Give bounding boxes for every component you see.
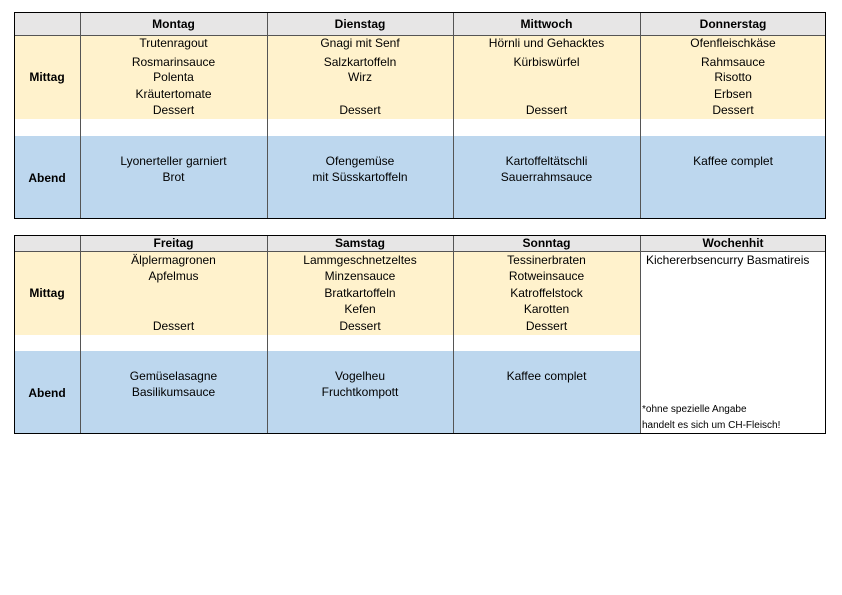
lunch-item: Hörnli und Gehacktes (488, 36, 605, 50)
day-header: Sonntag (522, 236, 571, 250)
day-header: Dienstag (334, 16, 386, 31)
header-line (14, 34, 826, 36)
lunch-item: Lammgeschnetzeltes (303, 253, 417, 267)
lunch-item: Trutenragout (139, 36, 208, 50)
lunch-row (14, 251, 640, 335)
dinner-item: Basilikumsauce (131, 385, 216, 399)
lunch-item: Rotweinsauce (508, 269, 585, 283)
lunch-item: Kürbiswürfel (513, 55, 580, 69)
row-label: Abend (28, 385, 66, 400)
wochenhit-item: Kichererbsencurry Basmatireis (646, 253, 810, 267)
lunch-row (640, 35, 826, 119)
wochenhit-header: Wochenhit (702, 236, 764, 250)
column-line (79, 12, 81, 219)
column-line (639, 12, 641, 219)
dinner-item: Gemüselasagne (129, 369, 218, 383)
lunch-item: Kefen (344, 302, 376, 316)
column-line (452, 12, 454, 219)
dinner-item: Sauerrahmsauce (500, 170, 593, 184)
lunch-item: Risotto (714, 70, 752, 84)
lunch-item: Salzkartoffeln (323, 55, 397, 69)
header-line (14, 250, 826, 252)
lunch-item: Tessinerbraten (507, 253, 586, 267)
lunch-item: Ofenfleischkäse (690, 36, 776, 50)
dinner-item: Brot (162, 170, 185, 184)
lunch-item: Katroffelstock (510, 286, 583, 300)
lunch-item: Apfelmus (148, 269, 199, 283)
dinner-item: Kaffee complet (693, 154, 773, 168)
dinner-item: Vogelheu (334, 369, 386, 383)
dinner-item: mit Süsskartoffeln (312, 170, 408, 184)
header-row (14, 12, 826, 35)
dessert: Dessert (339, 319, 381, 333)
lunch-item: Polenta (153, 70, 194, 84)
footnote: *ohne spezielle Angabe (642, 404, 747, 415)
dinner-item: Ofengemüse (325, 154, 395, 168)
lunch-item: Kräutertomate (135, 87, 212, 101)
lunch-item: Wirz (348, 70, 372, 84)
dinner-item: Kartoffeltätschli (505, 154, 588, 168)
dessert: Dessert (525, 103, 568, 117)
dessert: Dessert (525, 319, 568, 333)
dinner-item: Fruchtkompott (321, 385, 399, 399)
lunch-item: Minzensauce (324, 269, 396, 283)
lunch-item: Älplermagronen (131, 253, 216, 267)
lunch-item: Erbsen (713, 87, 753, 101)
lunch-item: Rahmsauce (700, 55, 766, 69)
row-label: Mittag (29, 70, 65, 84)
dessert: Dessert (152, 319, 195, 333)
day-header: Freitag (153, 236, 194, 250)
dessert: Dessert (339, 103, 381, 117)
column-line (639, 235, 641, 434)
table-border (14, 12, 826, 219)
footnote: handelt es sich um CH-Fleisch! (642, 420, 781, 431)
lunch-item: Rosmarinsauce (131, 55, 216, 69)
column-line (452, 235, 454, 434)
column-line (266, 12, 268, 219)
dinner-row (640, 136, 826, 219)
dinner-item: Kaffee complet (506, 369, 587, 383)
lunch-item: Karotten (523, 302, 570, 316)
dinner-row (14, 351, 640, 434)
dinner-item: Lyonerteller garniert (120, 154, 227, 168)
header-row (14, 235, 826, 251)
column-line (79, 235, 81, 434)
day-header: Donnerstag (699, 16, 767, 31)
lunch-item: Bratkartoffeln (324, 286, 396, 300)
dessert: Dessert (152, 103, 195, 117)
column-line (266, 235, 268, 434)
day-header: Samstag (334, 236, 386, 250)
day-header: Montag (152, 16, 195, 31)
dessert: Dessert (712, 103, 754, 117)
lunch-item: Gnagi mit Senf (320, 36, 400, 50)
row-label: Mittag (29, 286, 65, 300)
day-header: Mittwoch (520, 16, 573, 31)
table-border (14, 235, 826, 434)
row-label: Abend (28, 170, 66, 185)
